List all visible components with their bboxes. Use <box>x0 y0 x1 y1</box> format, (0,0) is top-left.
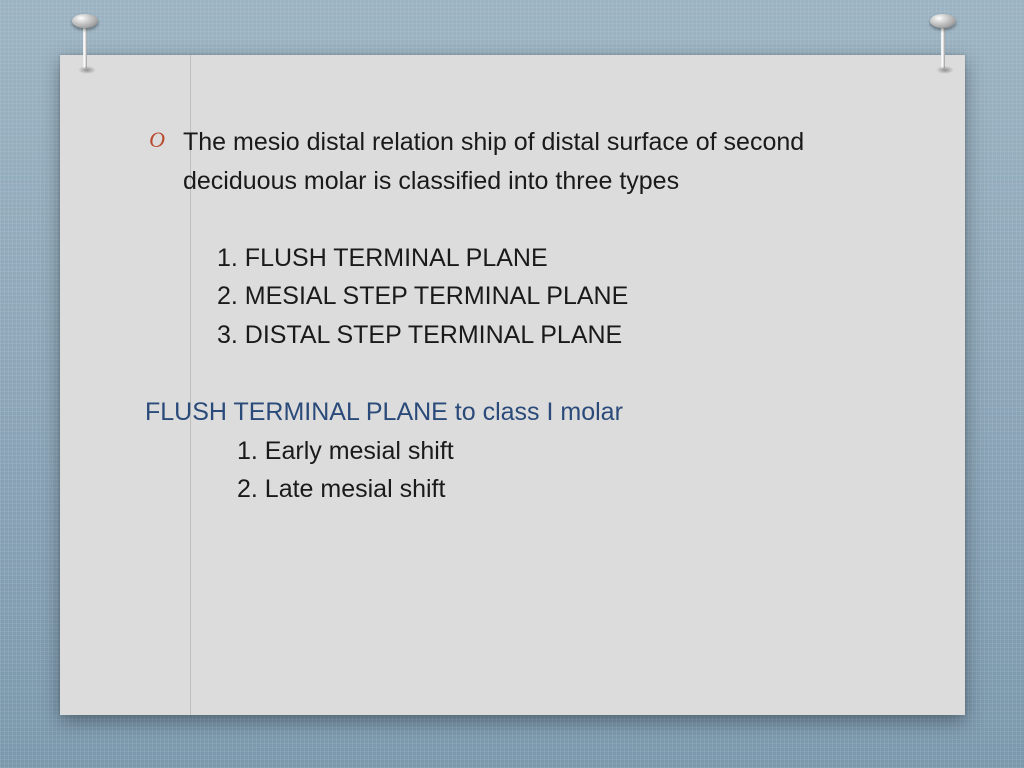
sub-heading: FLUSH TERMINAL PLANE to class I molar <box>145 393 905 432</box>
bullet-glyph: O <box>145 123 165 201</box>
types-list: 1. FLUSH TERMINAL PLANE 2. MESIAL STEP T… <box>145 239 905 355</box>
pushpin-icon <box>930 14 956 74</box>
intro-paragraph: The mesio distal relation ship of distal… <box>183 123 905 201</box>
list-item: 1. Early mesial shift <box>237 432 905 471</box>
intro-bullet-row: O The mesio distal relation ship of dist… <box>145 123 905 201</box>
list-item: 1. FLUSH TERMINAL PLANE <box>217 239 905 278</box>
list-item: 2. Late mesial shift <box>237 470 905 509</box>
list-item: 3. DISTAL STEP TERMINAL PLANE <box>217 316 905 355</box>
slide-content: O The mesio distal relation ship of dist… <box>145 123 905 509</box>
list-item: 2. MESIAL STEP TERMINAL PLANE <box>217 277 905 316</box>
paper-card: O The mesio distal relation ship of dist… <box>60 55 965 715</box>
pushpin-icon <box>72 14 98 74</box>
sub-list: 1. Early mesial shift 2. Late mesial shi… <box>145 432 905 510</box>
